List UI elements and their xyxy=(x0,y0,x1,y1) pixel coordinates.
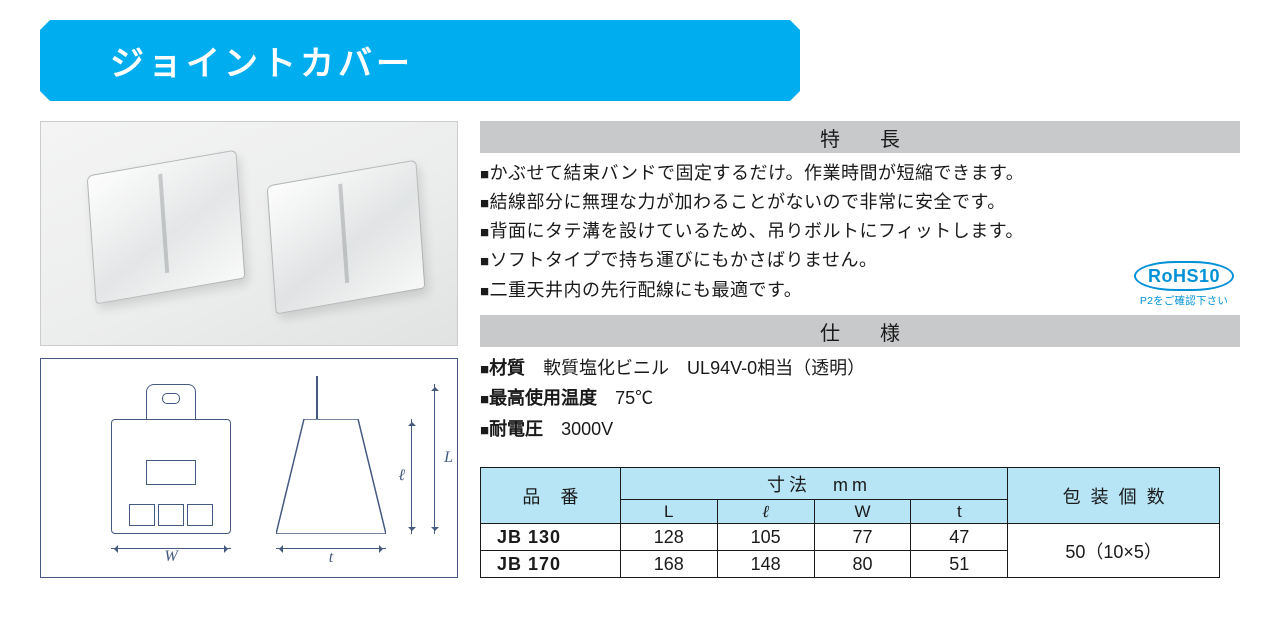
feature-item: ■ソフトタイプで持ち運びにもかさばりません。 xyxy=(480,246,1240,275)
rohs-badge: RoHS10 P2をご確認下さい xyxy=(1134,261,1234,308)
dimension-diagram: W t L ℓ xyxy=(40,358,458,578)
product-illustration xyxy=(87,150,246,305)
features-header: 特長 xyxy=(480,121,1240,153)
col-part-number: 品番 xyxy=(481,467,621,523)
spec-table: 品番 寸法 mm 包装個数 L ℓ W t JB 130 128 105 77 xyxy=(480,467,1220,578)
cell-t: 47 xyxy=(911,523,1008,550)
cell-l: 148 xyxy=(717,550,814,577)
dimension-L: L xyxy=(444,449,453,467)
cell-L: 168 xyxy=(620,550,717,577)
cell-package: 50（10×5） xyxy=(1008,523,1220,577)
cell-pn: JB 170 xyxy=(481,550,621,577)
diagram-side-view xyxy=(276,384,386,534)
cell-t: 51 xyxy=(911,550,1008,577)
product-illustration xyxy=(267,160,426,315)
rohs-note: P2をご確認下さい xyxy=(1134,293,1234,308)
feature-item: ■結線部分に無理な力が加わることがないので非常に安全です。 xyxy=(480,188,1240,217)
content-area: W t L ℓ 特長 ■かぶせて結束バンドで固定するだけ。作業時間が短縮できます… xyxy=(40,121,1240,578)
dimension-L-line xyxy=(434,384,435,534)
dimension-l: ℓ xyxy=(398,467,405,485)
spec-item-material: ■材質 軟質塩化ビニル UL94V-0相当（透明） xyxy=(480,353,1240,384)
cell-pn: JB 130 xyxy=(481,523,621,550)
specs-header: 仕様 xyxy=(480,315,1240,347)
feature-item: ■背面にタテ溝を設けているため、吊りボルトにフィットします。 xyxy=(480,217,1240,246)
feature-item: ■二重天井内の先行配線にも最適です。 xyxy=(480,276,1240,305)
cell-W: 80 xyxy=(814,550,911,577)
dimension-t: t xyxy=(276,548,386,567)
dimension-w: W xyxy=(111,548,231,567)
rohs-text: RoHS10 xyxy=(1134,261,1234,291)
cell-L: 128 xyxy=(620,523,717,550)
col-l: ℓ xyxy=(717,499,814,523)
left-column: W t L ℓ xyxy=(40,121,460,578)
cell-W: 77 xyxy=(814,523,911,550)
spec-item-maxtemp: ■最高使用温度 75℃ xyxy=(480,383,1240,414)
diagram-front-view xyxy=(111,384,231,534)
col-dimensions: 寸法 mm xyxy=(620,467,1007,499)
col-L: L xyxy=(620,499,717,523)
feature-item: ■かぶせて結束バンドで固定するだけ。作業時間が短縮できます。 xyxy=(480,159,1240,188)
col-W: W xyxy=(814,499,911,523)
title-banner: ジョイントカバー xyxy=(40,20,800,101)
col-t: t xyxy=(911,499,1008,523)
product-photo xyxy=(40,121,458,346)
col-package: 包装個数 xyxy=(1008,467,1220,523)
spec-item-voltage: ■耐電圧 3000V xyxy=(480,414,1240,445)
right-column: 特長 ■かぶせて結束バンドで固定するだけ。作業時間が短縮できます。 ■結線部分に… xyxy=(480,121,1240,578)
dimension-l-line xyxy=(411,419,412,534)
specs-list: ■材質 軟質塩化ビニル UL94V-0相当（透明） ■最高使用温度 75℃ ■耐… xyxy=(480,353,1240,445)
table-row: JB 130 128 105 77 47 50（10×5） xyxy=(481,523,1220,550)
features-list: ■かぶせて結束バンドで固定するだけ。作業時間が短縮できます。 ■結線部分に無理な… xyxy=(480,159,1240,305)
table-header-row: 品番 寸法 mm 包装個数 xyxy=(481,467,1220,499)
cell-l: 105 xyxy=(717,523,814,550)
